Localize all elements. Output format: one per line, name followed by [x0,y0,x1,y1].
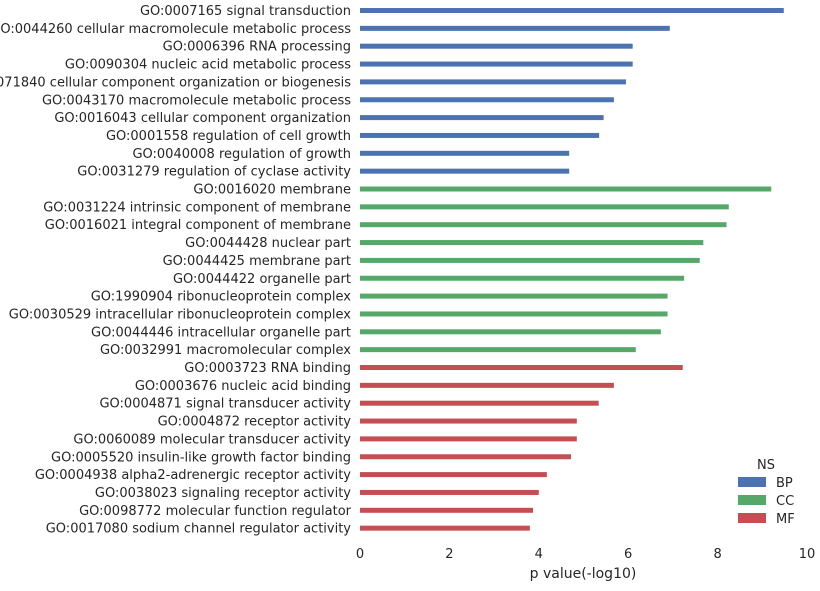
category-label-7: GO:0001558 regulation of cell growth [106,129,351,144]
category-label-26: GO:0004938 alpha2-adrenergic receptor ac… [35,468,351,483]
legend-label-mf: MF [776,512,795,527]
category-label-24: GO:0060089 molecular transducer activity [73,432,351,447]
bar-0 [360,8,784,13]
bars-group [360,8,784,531]
category-label-29: GO:0017080 sodium channel regulator acti… [46,522,352,537]
category-labels-group: GO:0007165 signal transduction GO:0044260… [0,4,352,537]
bar-28 [360,507,533,513]
category-label-21: GO:0003676 nucleic acid binding [135,379,351,394]
x-axis-label: p value(-log10) [530,566,637,582]
legend-label-bp: BP [776,476,793,491]
x-tick-label-3: 6 [624,547,632,562]
bar-29 [360,525,530,531]
category-label-28: GO:0098772 molecular function regulator [79,504,352,519]
bar-5 [360,97,614,103]
bar-17 [360,311,668,317]
bar-4 [360,79,626,85]
bar-20 [360,365,683,370]
x-tick-label-1: 2 [445,547,453,562]
category-label-18: GO:0044446 intracellular organelle part [91,325,351,340]
bar-23 [360,418,577,424]
category-label-13: GO:0044428 nuclear part [185,236,351,251]
bar-9 [360,168,570,174]
bar-15 [360,275,685,281]
bar-1 [360,25,670,31]
bar-25 [360,454,571,460]
x-tick-label-0: 0 [356,547,364,562]
category-label-4: GO:0071840 cellular component organizati… [0,75,351,90]
category-label-12: GO:0016021 integral component of membran… [45,218,351,233]
legend-swatch-mf [738,513,766,523]
bar-6 [360,115,604,121]
x-tick-label-2: 4 [535,547,543,562]
bar-13 [360,240,704,246]
category-label-10: GO:0016020 membrane [193,183,351,198]
category-label-5: GO:0043170 macromolecule metabolic proce… [42,93,351,108]
bar-12 [360,222,727,228]
bar-2 [360,43,633,49]
legend-swatch-cc [738,495,766,505]
bar-22 [360,400,599,406]
category-label-6: GO:0016043 cellular component organizati… [54,111,351,126]
legend-label-cc: CC [776,494,794,509]
bar-3 [360,61,633,67]
category-label-27: GO:0038023 signaling receptor activity [95,486,351,501]
bar-8 [360,150,570,156]
bar-11 [360,204,729,210]
bar-16 [360,293,668,299]
category-label-1: GO:0044260 cellular macromolecule metabo… [0,22,351,37]
legend: NS BP CC MF [738,458,795,527]
bar-18 [360,329,661,335]
category-label-2: GO:0006396 RNA processing [163,40,351,55]
category-label-19: GO:0032991 macromolecular complex [100,343,351,358]
bar-26 [360,472,547,478]
category-label-0: GO:0007165 signal transduction [140,4,351,19]
bar-7 [360,132,600,138]
category-label-8: GO:0040008 regulation of growth [132,147,351,162]
category-label-23: GO:0004872 receptor activity [158,415,352,430]
category-label-11: GO:0031224 intrinsic component of membra… [43,200,351,215]
x-tick-labels-group: 0 2 4 6 8 10 [356,547,815,562]
category-label-22: GO:0004871 signal transducer activity [99,397,351,412]
bar-19 [360,347,636,353]
legend-swatch-bp [738,477,766,487]
bar-24 [360,436,577,442]
legend-title: NS [757,458,775,473]
x-tick-label-5: 10 [799,547,816,562]
category-label-15: GO:0044422 organelle part [173,272,351,287]
bar-14 [360,257,700,263]
bar-21 [360,382,614,388]
category-label-16: GO:1990904 ribonucleoprotein complex [91,290,352,305]
category-label-20: GO:0003723 RNA binding [184,361,351,376]
category-label-14: GO:0044425 membrane part [163,254,351,269]
category-label-17: GO:0030529 intracellular ribonucleoprote… [9,307,352,322]
bar-10 [360,186,772,192]
bar-27 [360,489,539,495]
category-label-3: GO:0090304 nucleic acid metabolic proces… [65,58,351,73]
category-label-9: GO:0031279 regulation of cyclase activit… [77,165,351,180]
x-tick-label-4: 8 [713,547,721,562]
category-label-25: GO:0005520 insulin-like growth factor bi… [51,450,351,465]
